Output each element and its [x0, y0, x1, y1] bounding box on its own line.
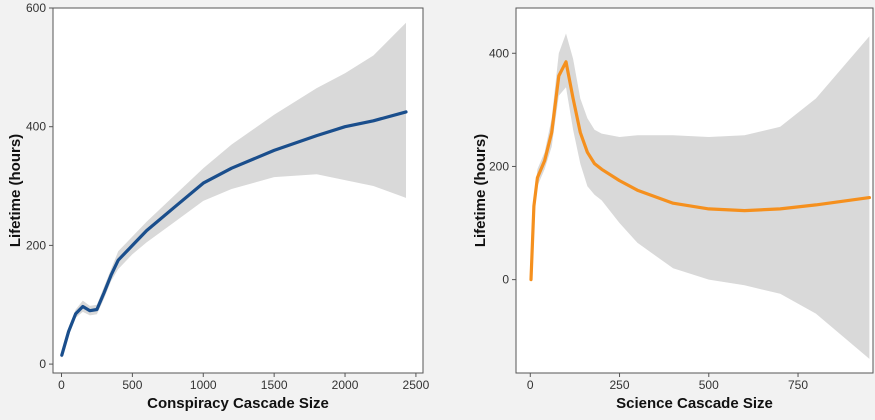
conspiracy-y-tick-label: 600 — [26, 1, 46, 15]
conspiracy-y-axis-title: Lifetime (hours) — [7, 134, 24, 247]
science-x-tick-label: 750 — [788, 378, 808, 392]
conspiracy-x-tick-label: 1500 — [261, 378, 288, 392]
conspiracy-x-tick-label: 500 — [122, 378, 142, 392]
conspiracy-x-tick-label: 1000 — [190, 378, 217, 392]
science-panel: 0 250 500 750 0 200 400 Science Cascade Size Lif… — [472, 7, 874, 412]
conspiracy-x-tick-label: 2500 — [403, 378, 430, 392]
science-confidence-band — [531, 33, 870, 359]
science-x-tick-label: 250 — [610, 378, 630, 392]
science-fit-line-0 — [529, 60, 872, 282]
science-y-tick-label: 400 — [489, 46, 509, 60]
science-y-tick-label: 200 — [489, 159, 509, 173]
conspiracy-x-tick-label: 0 — [58, 378, 65, 392]
science-x-tick-label: 500 — [699, 378, 719, 392]
conspiracy-y-tick-label: 400 — [26, 120, 46, 134]
conspiracy-panel-border — [52, 7, 424, 374]
science-y-tick-label: 0 — [502, 273, 509, 287]
science-panel-border — [515, 7, 874, 374]
science-y-axis-title: Lifetime (hours) — [472, 134, 489, 247]
science-x-axis-title: Science Cascade Size — [616, 395, 773, 412]
conspiracy-fit-line-0 — [60, 110, 408, 357]
conspiracy-confidence-band — [61, 22, 407, 359]
conspiracy-x-axis-title: Conspiracy Cascade Size — [147, 395, 329, 412]
conspiracy-x-tick-label: 2000 — [332, 378, 359, 392]
conspiracy-y-tick-label: 0 — [39, 357, 46, 371]
conspiracy-panel: 0 500 1000 1500 2000 2500 0 200 400 600 Conspiracy… — [7, 1, 430, 412]
science-x-tick-label: 0 — [527, 378, 534, 392]
conspiracy-y-tick-label: 200 — [26, 238, 46, 252]
